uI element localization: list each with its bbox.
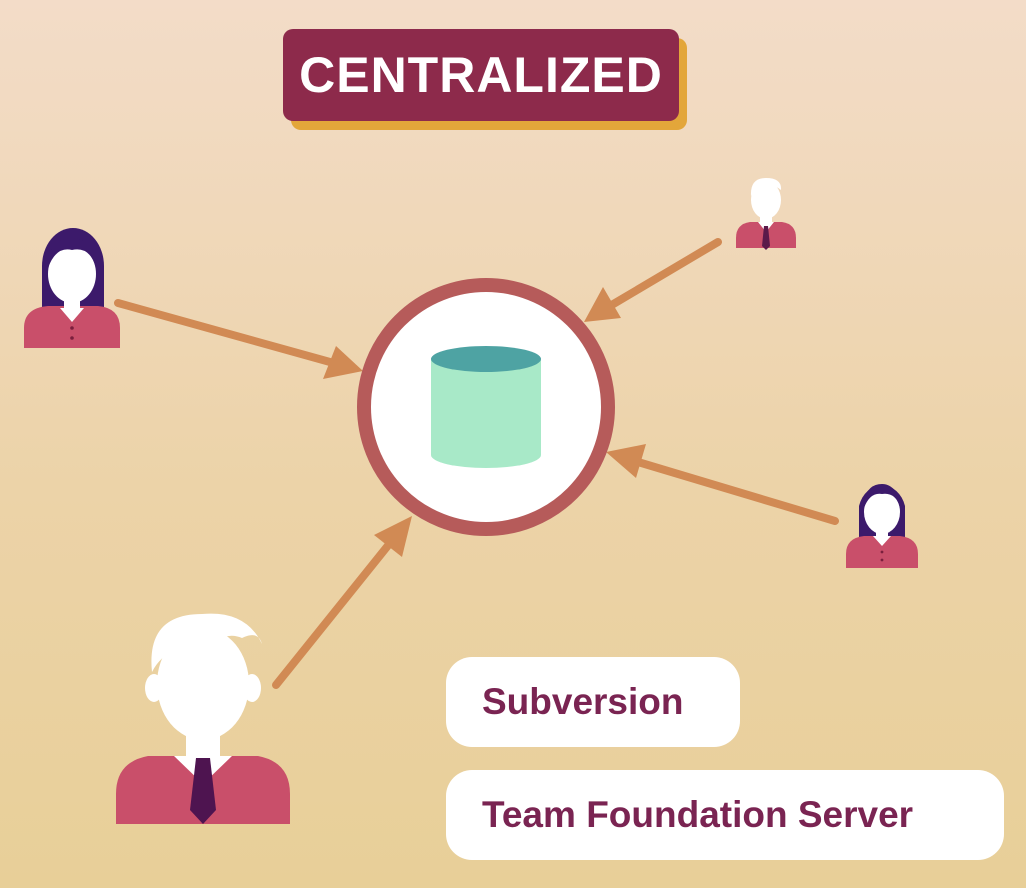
arrows xyxy=(114,238,839,689)
tool-label-subversion: Subversion xyxy=(446,657,740,747)
arrow-right-user xyxy=(606,444,839,525)
page-title: CENTRALIZED xyxy=(283,29,679,121)
arrow-bottom-left-user xyxy=(272,516,412,689)
woman-user-icon xyxy=(846,484,918,568)
central-repository xyxy=(357,278,615,536)
arrow-top-left-user xyxy=(114,299,363,379)
arrow-top-right-user xyxy=(584,238,722,322)
woman-user-icon xyxy=(24,228,120,348)
tool-label-team-foundation-server: Team Foundation Server xyxy=(446,770,1004,860)
title-banner: CENTRALIZED xyxy=(283,29,687,130)
man-user-icon xyxy=(736,178,796,250)
man-user-icon xyxy=(116,613,290,824)
database-icon xyxy=(431,346,541,468)
